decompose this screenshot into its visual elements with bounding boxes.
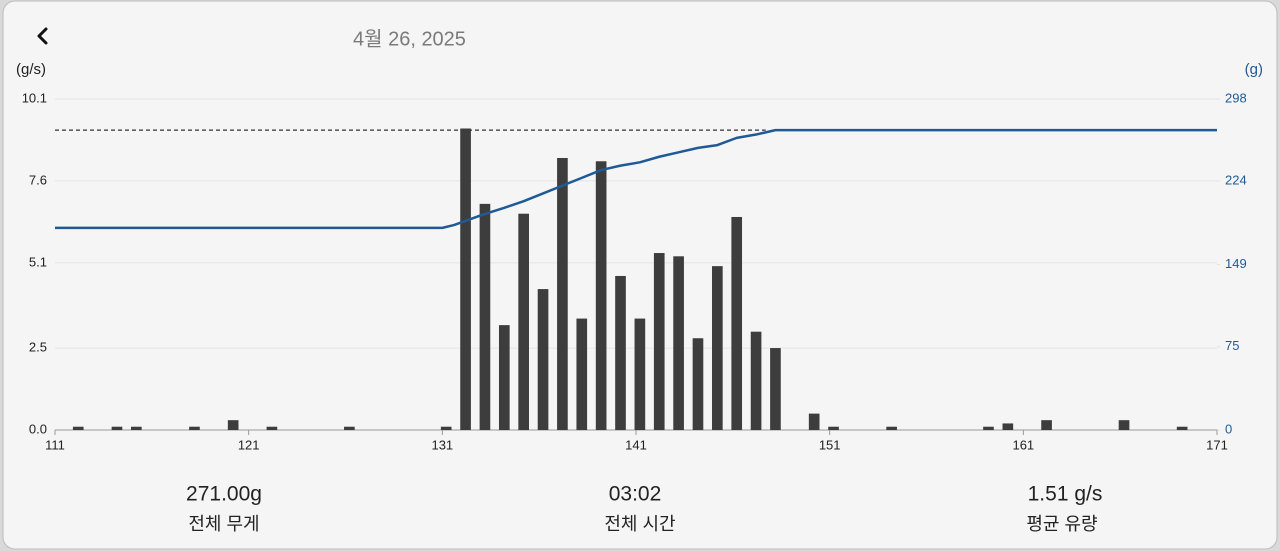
date: 4월 26, 2025 [353,27,466,50]
y2-tick-label: 224 [1225,173,1247,188]
stat-value: 1.51 g/s [1028,483,1103,506]
bar [557,157,568,430]
stat-value: 271.00g [186,483,262,506]
bar [440,426,452,430]
bar [479,203,491,430]
stat-value: 03:02 [609,483,662,506]
bar [111,426,123,430]
bar [72,426,84,430]
y2-tick-label: 298 [1225,90,1247,105]
bar [808,413,820,430]
x-tick-label: 141 [625,437,647,452]
bar [576,318,588,430]
y2-tick-label: 0 [1225,421,1232,436]
bar [498,325,510,430]
bar [518,213,529,430]
y-tick-label: 5.1 [29,254,47,269]
bar [712,266,723,430]
x-tick-label: 151 [819,437,841,452]
line [55,128,1217,230]
y2-tick-label: 75 [1225,338,1239,353]
bar [770,348,781,430]
bar [731,216,743,430]
bar [828,426,839,430]
bar [886,426,897,430]
x-tick-label: 111 [45,437,65,452]
y2-tick-label: 149 [1225,256,1247,271]
bar [634,318,646,430]
x-tick-label: 161 [1012,437,1034,452]
bar [673,256,684,430]
bar [1118,420,1130,430]
y-tick-label: 7.6 [29,172,47,187]
bar [692,338,704,430]
bar [344,426,355,430]
stat-label: 평균 유량 [1026,514,1097,534]
x-tick-label: 131 [431,437,453,452]
bar [653,253,665,430]
bar [983,426,994,430]
bar [131,426,142,430]
bar [537,289,549,430]
stat: 271.00g 전체 무게 03:02 전체 시간 1.51 g/s 평균 유량 [186,483,1102,534]
x-tick-label: 121 [238,437,260,452]
bar [750,331,762,430]
bar [227,420,239,430]
bar [1176,426,1188,430]
y2-axis-label: (g) [1245,61,1263,78]
y-axis-label: (g/s) [16,61,46,78]
bar [615,275,626,430]
back-button[interactable] [37,27,48,45]
bar [1002,423,1014,430]
bar [189,426,200,430]
bar [1041,420,1052,430]
bar [266,426,278,430]
stat-label: 전체 시간 [604,514,675,534]
y-tick-label: 0.0 [29,421,47,436]
bar [595,161,607,430]
y-tick-label: 10.1 [22,90,47,105]
x-tick-label: 171 [1206,437,1228,452]
y-tick-label: 2.5 [29,340,47,355]
bar [460,128,471,430]
stat-label: 전체 무게 [188,514,259,534]
